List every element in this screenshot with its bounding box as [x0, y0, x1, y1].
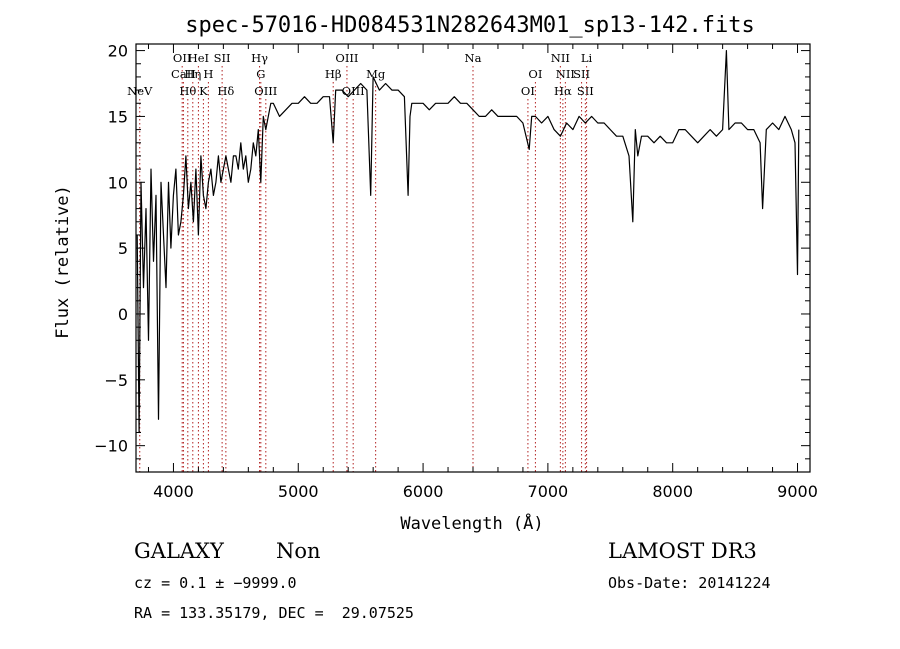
survey-name: LAMOST DR3	[608, 539, 757, 563]
line-marker-label: SII	[577, 84, 594, 98]
line-marker-label: OIII	[254, 84, 277, 98]
line-marker-label: Hα	[554, 84, 572, 98]
x-tick-label: 8000	[652, 482, 693, 501]
line-marker-label: CaII	[171, 67, 196, 81]
line-marker-label: Na	[465, 51, 482, 65]
line-marker-label: Hβ	[325, 67, 342, 81]
y-tick-label: 15	[108, 107, 128, 126]
line-marker-label: Mg	[366, 67, 386, 81]
line-marker-label: NII	[551, 51, 570, 65]
line-marker-label: Hγ	[251, 51, 268, 65]
chart-title: spec-57016-HD084531N282643M01_sp13-142.f…	[185, 13, 755, 38]
ra-dec-coordinates: RA = 133.35179, DEC = 29.07525	[134, 604, 414, 622]
line-marker-label: OIII	[335, 51, 358, 65]
line-marker-label: HeI	[188, 51, 209, 65]
line-marker-label: SII	[214, 51, 231, 65]
x-axis-label: Wavelength (Å)	[400, 512, 543, 534]
x-tick-label: 4000	[153, 482, 194, 501]
line-marker-label: K	[199, 84, 208, 98]
line-marker-label: Hθ	[179, 84, 196, 98]
line-marker-label: H	[203, 67, 213, 81]
x-tick-label: 7000	[528, 482, 569, 501]
line-marker-label: Hδ	[217, 84, 234, 98]
spectrum-line	[136, 49, 800, 434]
line-marker-label: NII	[556, 67, 575, 81]
line-marker-label: OI	[528, 67, 542, 81]
x-tick-label: 5000	[278, 482, 319, 501]
obs-date: Obs-Date: 20141224	[608, 574, 771, 592]
line-marker-label: Li	[581, 51, 593, 65]
line-marker-label: Hη	[184, 67, 201, 81]
x-tick-label: 6000	[403, 482, 444, 501]
line-marker-label: OI	[521, 84, 535, 98]
y-tick-label: 0	[118, 305, 128, 324]
object-subclass: Non	[276, 539, 321, 563]
line-marker-label: SII	[573, 67, 590, 81]
x-tick-label: 9000	[777, 482, 818, 501]
y-tick-label: −10	[94, 437, 128, 456]
y-tick-label: 10	[108, 173, 128, 192]
line-marker-label: OII	[173, 51, 192, 65]
object-class: GALAXY	[134, 539, 224, 563]
y-tick-label: −5	[104, 371, 128, 390]
y-tick-label: 5	[118, 239, 128, 258]
y-tick-label: 20	[108, 42, 128, 61]
redshift-cz: cz = 0.1 ± −9999.0	[134, 574, 297, 592]
line-marker-label: NeV	[127, 84, 153, 98]
line-marker-label: G	[256, 67, 265, 81]
y-axis-label: Flux (relative)	[53, 185, 73, 339]
